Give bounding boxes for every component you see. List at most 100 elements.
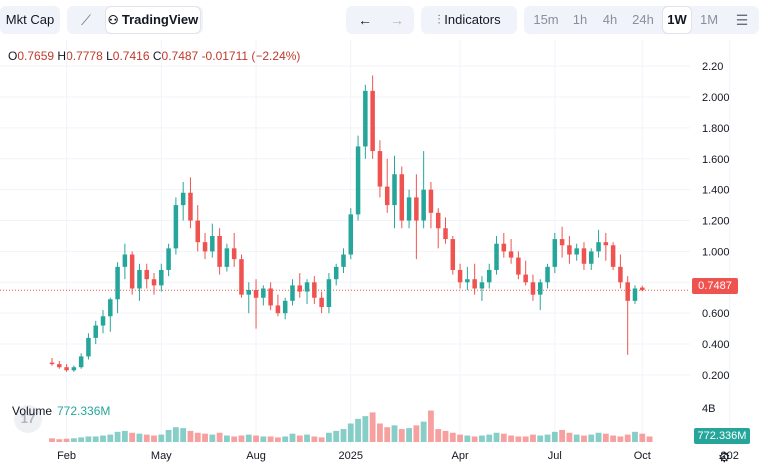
interval-15m[interactable]: 15m <box>533 12 559 27</box>
interval-1m[interactable]: 1M <box>699 12 719 27</box>
volume-bar <box>143 434 150 442</box>
indicators-button[interactable]: ⫶ Indicators <box>421 6 517 34</box>
price-tick-label: 1.600 <box>702 154 730 166</box>
candle-body <box>180 192 186 206</box>
line-chart-icon[interactable]: ⟋ <box>81 12 91 28</box>
candle-body <box>341 254 346 267</box>
price-axis: 2.202.0001.8001.6001.4001.2001.0000.8000… <box>702 61 730 415</box>
volume-tick-label: 4B <box>702 403 715 415</box>
volume-bar <box>413 425 420 442</box>
volume-badge: 772.336M <box>694 428 750 444</box>
time-tick-label: May <box>151 450 172 462</box>
time-tick-label: 2025 <box>339 450 363 462</box>
volume-bar <box>70 438 77 442</box>
candle-body <box>588 251 594 264</box>
candle-body <box>414 197 419 221</box>
volume-bar <box>318 437 325 442</box>
interval-1h[interactable]: 1h <box>572 12 588 27</box>
volume-bar <box>311 436 318 442</box>
volume-bar <box>479 435 485 442</box>
candle-body <box>508 251 514 258</box>
volume-bar <box>581 435 587 442</box>
candle-body <box>472 279 477 289</box>
time-tick-label: 202 <box>721 450 739 462</box>
interval-group: 15m 1h 4h 24h 1W 1M ☰ <box>524 6 759 34</box>
volume-bar <box>602 433 609 442</box>
candle-body <box>596 242 601 252</box>
volume-bar <box>180 428 187 442</box>
candle-body <box>537 282 543 295</box>
price-tick-label: 1.000 <box>702 246 730 258</box>
volume-bar <box>624 434 631 442</box>
top-toolbar: Mkt Cap ⟋ ⚇ TradingView ← → ⫶ Indicators… <box>0 0 768 40</box>
volume-bar <box>406 428 412 442</box>
candle-body <box>261 288 266 298</box>
candle-body <box>545 266 550 283</box>
volume-bar <box>296 435 303 442</box>
candle-body <box>501 243 507 252</box>
candle-body <box>210 235 215 252</box>
volume-bar <box>347 423 354 442</box>
candle-body <box>100 316 106 326</box>
candle-body <box>567 245 572 255</box>
candle-body <box>129 254 135 289</box>
volume-bar <box>78 437 85 442</box>
candle-body <box>312 282 317 298</box>
volume-bar <box>537 435 544 442</box>
volume-bar <box>566 432 573 442</box>
volume-bar <box>573 434 580 442</box>
price-tick-label: 2.000 <box>702 92 730 104</box>
volume-bar <box>85 436 92 442</box>
candle-body <box>304 282 310 292</box>
volume-bar <box>493 432 500 442</box>
back-arrow-icon[interactable]: ← <box>358 12 372 28</box>
gear-icon[interactable]: ⚙ <box>718 449 731 465</box>
time-axis: Feb May Aug 2025 Apr Jul Oct 202 <box>57 450 739 462</box>
interval-1w[interactable]: 1W <box>662 6 692 34</box>
forward-arrow-icon[interactable]: → <box>390 12 404 28</box>
volume-bar <box>449 432 456 442</box>
candle-body <box>581 248 587 264</box>
indicators-group: ⫶ Indicators <box>421 6 517 34</box>
volume-bar <box>588 434 595 442</box>
candle-body <box>282 300 288 314</box>
volume-bar <box>420 421 427 442</box>
candle-body <box>363 90 368 147</box>
candle-body <box>384 186 390 206</box>
candle-body <box>64 367 69 371</box>
candle-body <box>202 242 208 252</box>
candle-body <box>246 290 252 295</box>
volume-bar <box>274 437 281 442</box>
volume-bar <box>544 434 551 442</box>
volume-bar <box>326 432 332 442</box>
candle-body <box>268 288 273 306</box>
volume-bar <box>56 439 63 442</box>
volume-bar <box>391 425 398 442</box>
candle-body <box>297 285 303 292</box>
volume-bar <box>500 433 507 442</box>
volume-bar <box>646 436 653 442</box>
volume-bar <box>595 432 602 442</box>
candle-body <box>108 299 113 317</box>
indicators-label: Indicators <box>444 12 501 27</box>
volume-bar <box>508 435 515 442</box>
volume-bar <box>216 432 223 442</box>
price-tick-label: 1.800 <box>702 123 730 135</box>
volume-bar <box>442 430 449 442</box>
volume-bar <box>92 436 99 442</box>
volume-bar <box>282 436 289 442</box>
indicators-icon: ⫶ <box>437 12 445 27</box>
volume-bar <box>260 436 267 442</box>
candle-body <box>640 287 645 291</box>
mkt-cap-button[interactable]: Mkt Cap <box>5 12 55 27</box>
volume-bar <box>165 429 172 442</box>
low-key: L <box>106 49 113 63</box>
interval-4h[interactable]: 4h <box>602 12 618 27</box>
mkt-cap-group: Mkt Cap <box>0 6 60 34</box>
candle-body <box>435 212 441 229</box>
candle-body <box>392 174 397 206</box>
settings-sliders-icon[interactable]: ☰ <box>735 12 749 28</box>
interval-24h[interactable]: 24h <box>632 12 654 27</box>
tradingview-button[interactable]: ⚇ TradingView <box>105 6 201 34</box>
